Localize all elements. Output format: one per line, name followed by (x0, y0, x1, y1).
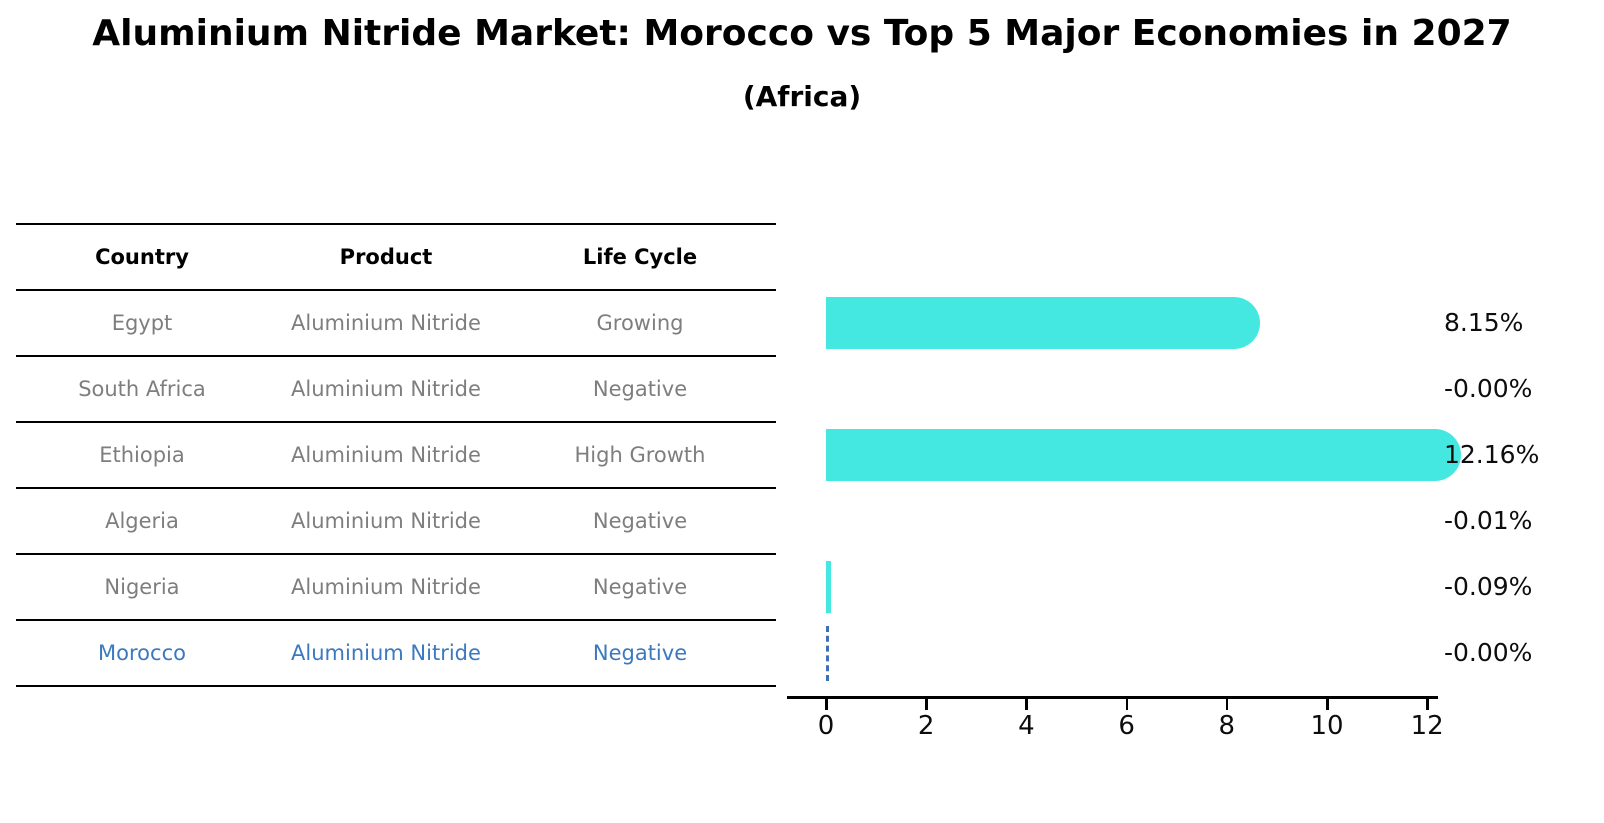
value-label-nigeria: -0.09% (1444, 572, 1533, 601)
cell-life-cycle: Negative (592, 377, 688, 401)
economies-table: Country Product Life Cycle Egypt Alumini… (16, 223, 776, 687)
table-row-algeria: Algeria Aluminium Nitride Negative (16, 487, 776, 553)
x-axis-tick (1125, 698, 1129, 710)
chart-title: Aluminium Nitride Market: Morocco vs Top… (92, 13, 1512, 54)
cell-product: Aluminium Nitride (291, 575, 481, 599)
x-axis-tick-label: 4 (1018, 711, 1035, 741)
cell-product: Aluminium Nitride (291, 641, 481, 665)
x-axis-tick (1326, 698, 1329, 710)
table-row-nigeria: Nigeria Aluminium Nitride Negative (16, 553, 776, 619)
cell-life-cycle: High Growth (574, 443, 706, 467)
cell-country: Egypt (111, 311, 173, 335)
x-axis-tick-label: 0 (817, 711, 835, 741)
bar-ethiopia (826, 429, 1462, 481)
x-axis-tick-label: 12 (1410, 711, 1444, 741)
x-axis-tick (1225, 698, 1229, 710)
cell-life-cycle: Negative (592, 641, 688, 665)
table-row-morocco: Morocco Aluminium Nitride Negative (16, 619, 776, 685)
cell-product: Aluminium Nitride (291, 509, 481, 533)
x-axis-tick-label: 6 (1118, 711, 1135, 741)
cell-country: Algeria (105, 509, 179, 533)
x-axis-tick-label: 2 (917, 711, 935, 741)
x-axis-line (787, 696, 1438, 699)
column-header-life-cycle: Life Cycle (582, 245, 698, 269)
cell-country: Nigeria (104, 575, 180, 599)
x-axis-tick (925, 698, 928, 710)
cell-product: Aluminium Nitride (291, 377, 481, 401)
cell-life-cycle: Negative (592, 575, 688, 599)
value-label-morocco: -0.00% (1444, 638, 1533, 667)
value-label-ethiopia: 12.16% (1444, 440, 1540, 469)
cell-country: South Africa (78, 377, 206, 401)
chart-subtitle: (Africa) (742, 80, 862, 113)
bar-nigeria (826, 561, 831, 613)
cell-product: Aluminium Nitride (291, 311, 481, 335)
cell-life-cycle: Negative (592, 509, 688, 533)
x-axis-tick (1025, 698, 1028, 710)
column-header-product: Product (339, 245, 433, 269)
x-axis-tick-label: 10 (1310, 711, 1344, 741)
cell-product: Aluminium Nitride (291, 443, 481, 467)
cell-life-cycle: Growing (596, 311, 684, 335)
x-axis-tick (1426, 698, 1429, 710)
value-label-south-africa: -0.00% (1444, 374, 1533, 403)
x-axis-tick-label: 8 (1218, 711, 1236, 741)
value-label-algeria: -0.01% (1444, 506, 1533, 535)
cell-country: Morocco (98, 641, 186, 665)
x-axis-tick (825, 698, 828, 710)
bar-morocco-dashed (826, 626, 829, 681)
bar-egypt (826, 297, 1261, 349)
cell-country: Ethiopia (99, 443, 185, 467)
table-header-row: Country Product Life Cycle (16, 223, 776, 289)
value-label-egypt: 8.15% (1444, 308, 1524, 337)
table-row-south-africa: South Africa Aluminium Nitride Negative (16, 355, 776, 421)
table-row-ethiopia: Ethiopia Aluminium Nitride High Growth (16, 421, 776, 487)
table-row-egypt: Egypt Aluminium Nitride Growing (16, 289, 776, 355)
column-header-country: Country (95, 245, 189, 269)
